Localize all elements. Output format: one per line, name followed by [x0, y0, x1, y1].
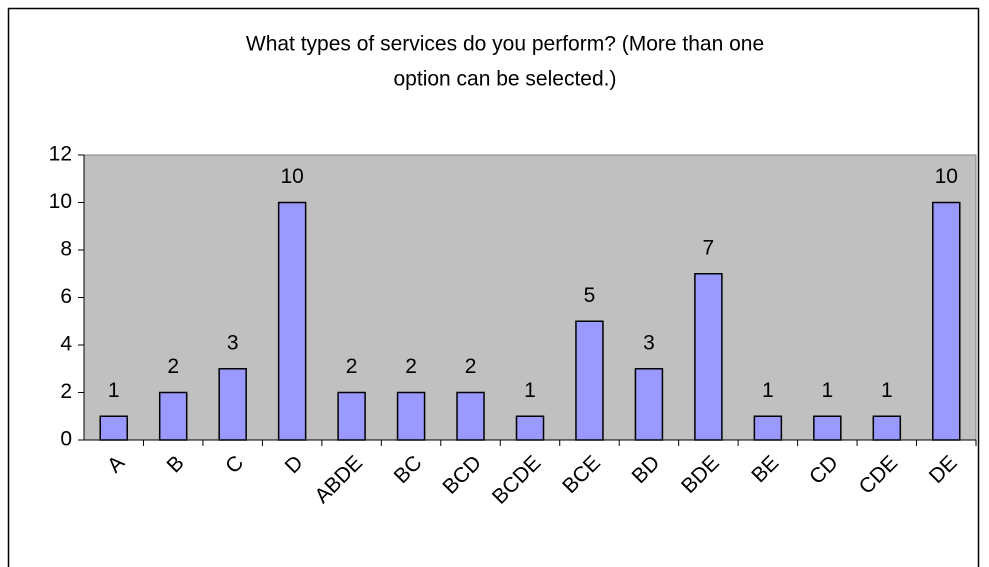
bar [99, 415, 128, 441]
y-tick-label: 2 [60, 380, 72, 403]
bar [396, 391, 426, 441]
data-label: 7 [703, 236, 715, 259]
bar [813, 415, 842, 441]
y-tick-label: 6 [60, 285, 72, 308]
data-label: 3 [643, 331, 655, 354]
bar [753, 415, 783, 441]
y-tick-label: 10 [49, 190, 72, 213]
bar [872, 415, 902, 441]
data-label: 1 [881, 379, 893, 402]
bar [277, 201, 307, 441]
data-label: 1 [762, 379, 774, 402]
y-tick-label: 8 [60, 238, 72, 261]
data-label: 1 [821, 379, 833, 402]
bar [575, 320, 604, 441]
bar [158, 391, 188, 441]
bar [694, 273, 723, 441]
data-label: 1 [108, 379, 120, 402]
data-label: 1 [524, 379, 536, 402]
data-label: 2 [346, 355, 358, 378]
y-tick-label: 0 [60, 428, 72, 451]
data-label: 2 [465, 355, 477, 378]
data-label: 10 [280, 165, 303, 188]
bar [337, 391, 366, 441]
chart-title: option can be selected.) [394, 68, 617, 91]
bar [515, 415, 545, 441]
y-tick-label: 4 [60, 333, 72, 356]
data-label: 5 [584, 284, 596, 307]
data-label: 10 [935, 165, 958, 188]
bar [456, 391, 485, 441]
data-label: 2 [167, 355, 179, 378]
bar [932, 201, 961, 441]
chart-title: What types of services do you perform? (… [246, 33, 764, 56]
y-tick-label: 12 [49, 143, 72, 166]
bar [634, 368, 664, 441]
data-label: 3 [227, 331, 239, 354]
bar [218, 368, 247, 441]
data-label: 2 [405, 355, 417, 378]
